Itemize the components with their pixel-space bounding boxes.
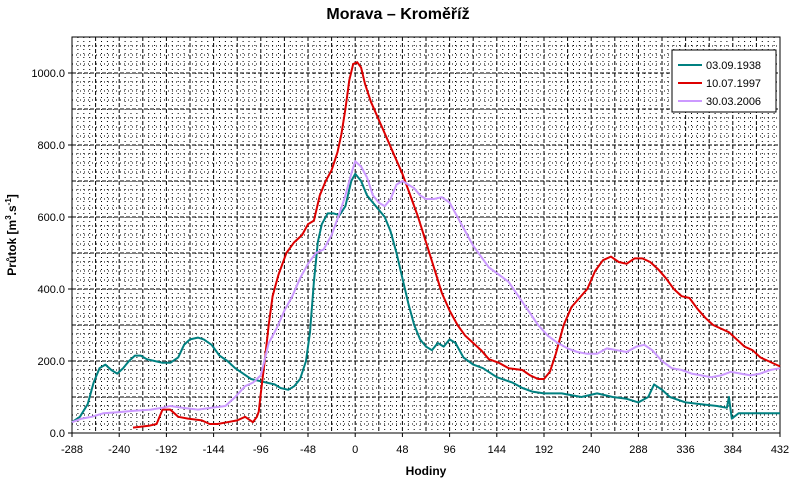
x-tick-label: 240 [582,444,600,456]
x-tick-label: -240 [108,444,130,456]
x-axis: -288 -240 -192 -144 -96 -48 0 48 96 144 192 240 288 3… [61,433,789,456]
x-tick-label: 0 [352,444,358,456]
x-tick-label: 144 [488,444,506,456]
y-tick-label: 800.0 [37,140,65,152]
x-tick-label: 384 [724,444,742,456]
y-axis-title-end: ] [5,194,19,198]
y-tick-label: 200.0 [37,356,65,368]
grid [72,37,780,433]
series-lines [71,61,781,429]
y-tick-label: 1000.0 [31,68,65,80]
y-axis-title-sup2: -1 [4,198,13,206]
y-axis-title-base: Průtok [m [5,220,19,276]
x-tick-label: 48 [396,444,408,456]
x-tick-label: -144 [203,444,225,456]
legend-label-3: 30.03.2006 [706,96,761,108]
x-tick-label: 96 [443,444,455,456]
series-line-2 [132,61,781,429]
series-line-1 [71,172,780,424]
y-axis-title: Průtok [m3.s-1] [4,194,19,276]
x-tick-label: -96 [253,444,269,456]
x-tick-label: -288 [61,444,83,456]
x-tick-label: 336 [676,444,694,456]
x-tick-label: 288 [629,444,647,456]
series-line-3 [71,160,781,424]
y-tick-label: 0.0 [50,428,65,440]
legend: 03.09.1938 10.07.1997 30.03.2006 [671,49,777,113]
y-axis: 0.0 200.0 400.0 600.0 800.0 1000.0 [31,68,72,440]
x-tick-label: -48 [300,444,316,456]
x-axis-title: Hodiny [406,464,447,478]
chart-title: Morava – Kroměříž [326,6,469,23]
x-tick-label: 192 [535,444,553,456]
legend-label-2: 10.07.1997 [706,78,761,90]
y-axis-title-sup1: 3 [4,215,13,220]
y-tick-label: 600.0 [37,212,65,224]
x-tick-label: 432 [771,444,789,456]
plot-frame [71,36,781,434]
legend-label-1: 03.09.1938 [706,60,761,72]
x-tick-label: -192 [155,444,177,456]
y-tick-label: 400.0 [37,284,65,296]
y-axis-title-mid: .s [5,205,19,215]
